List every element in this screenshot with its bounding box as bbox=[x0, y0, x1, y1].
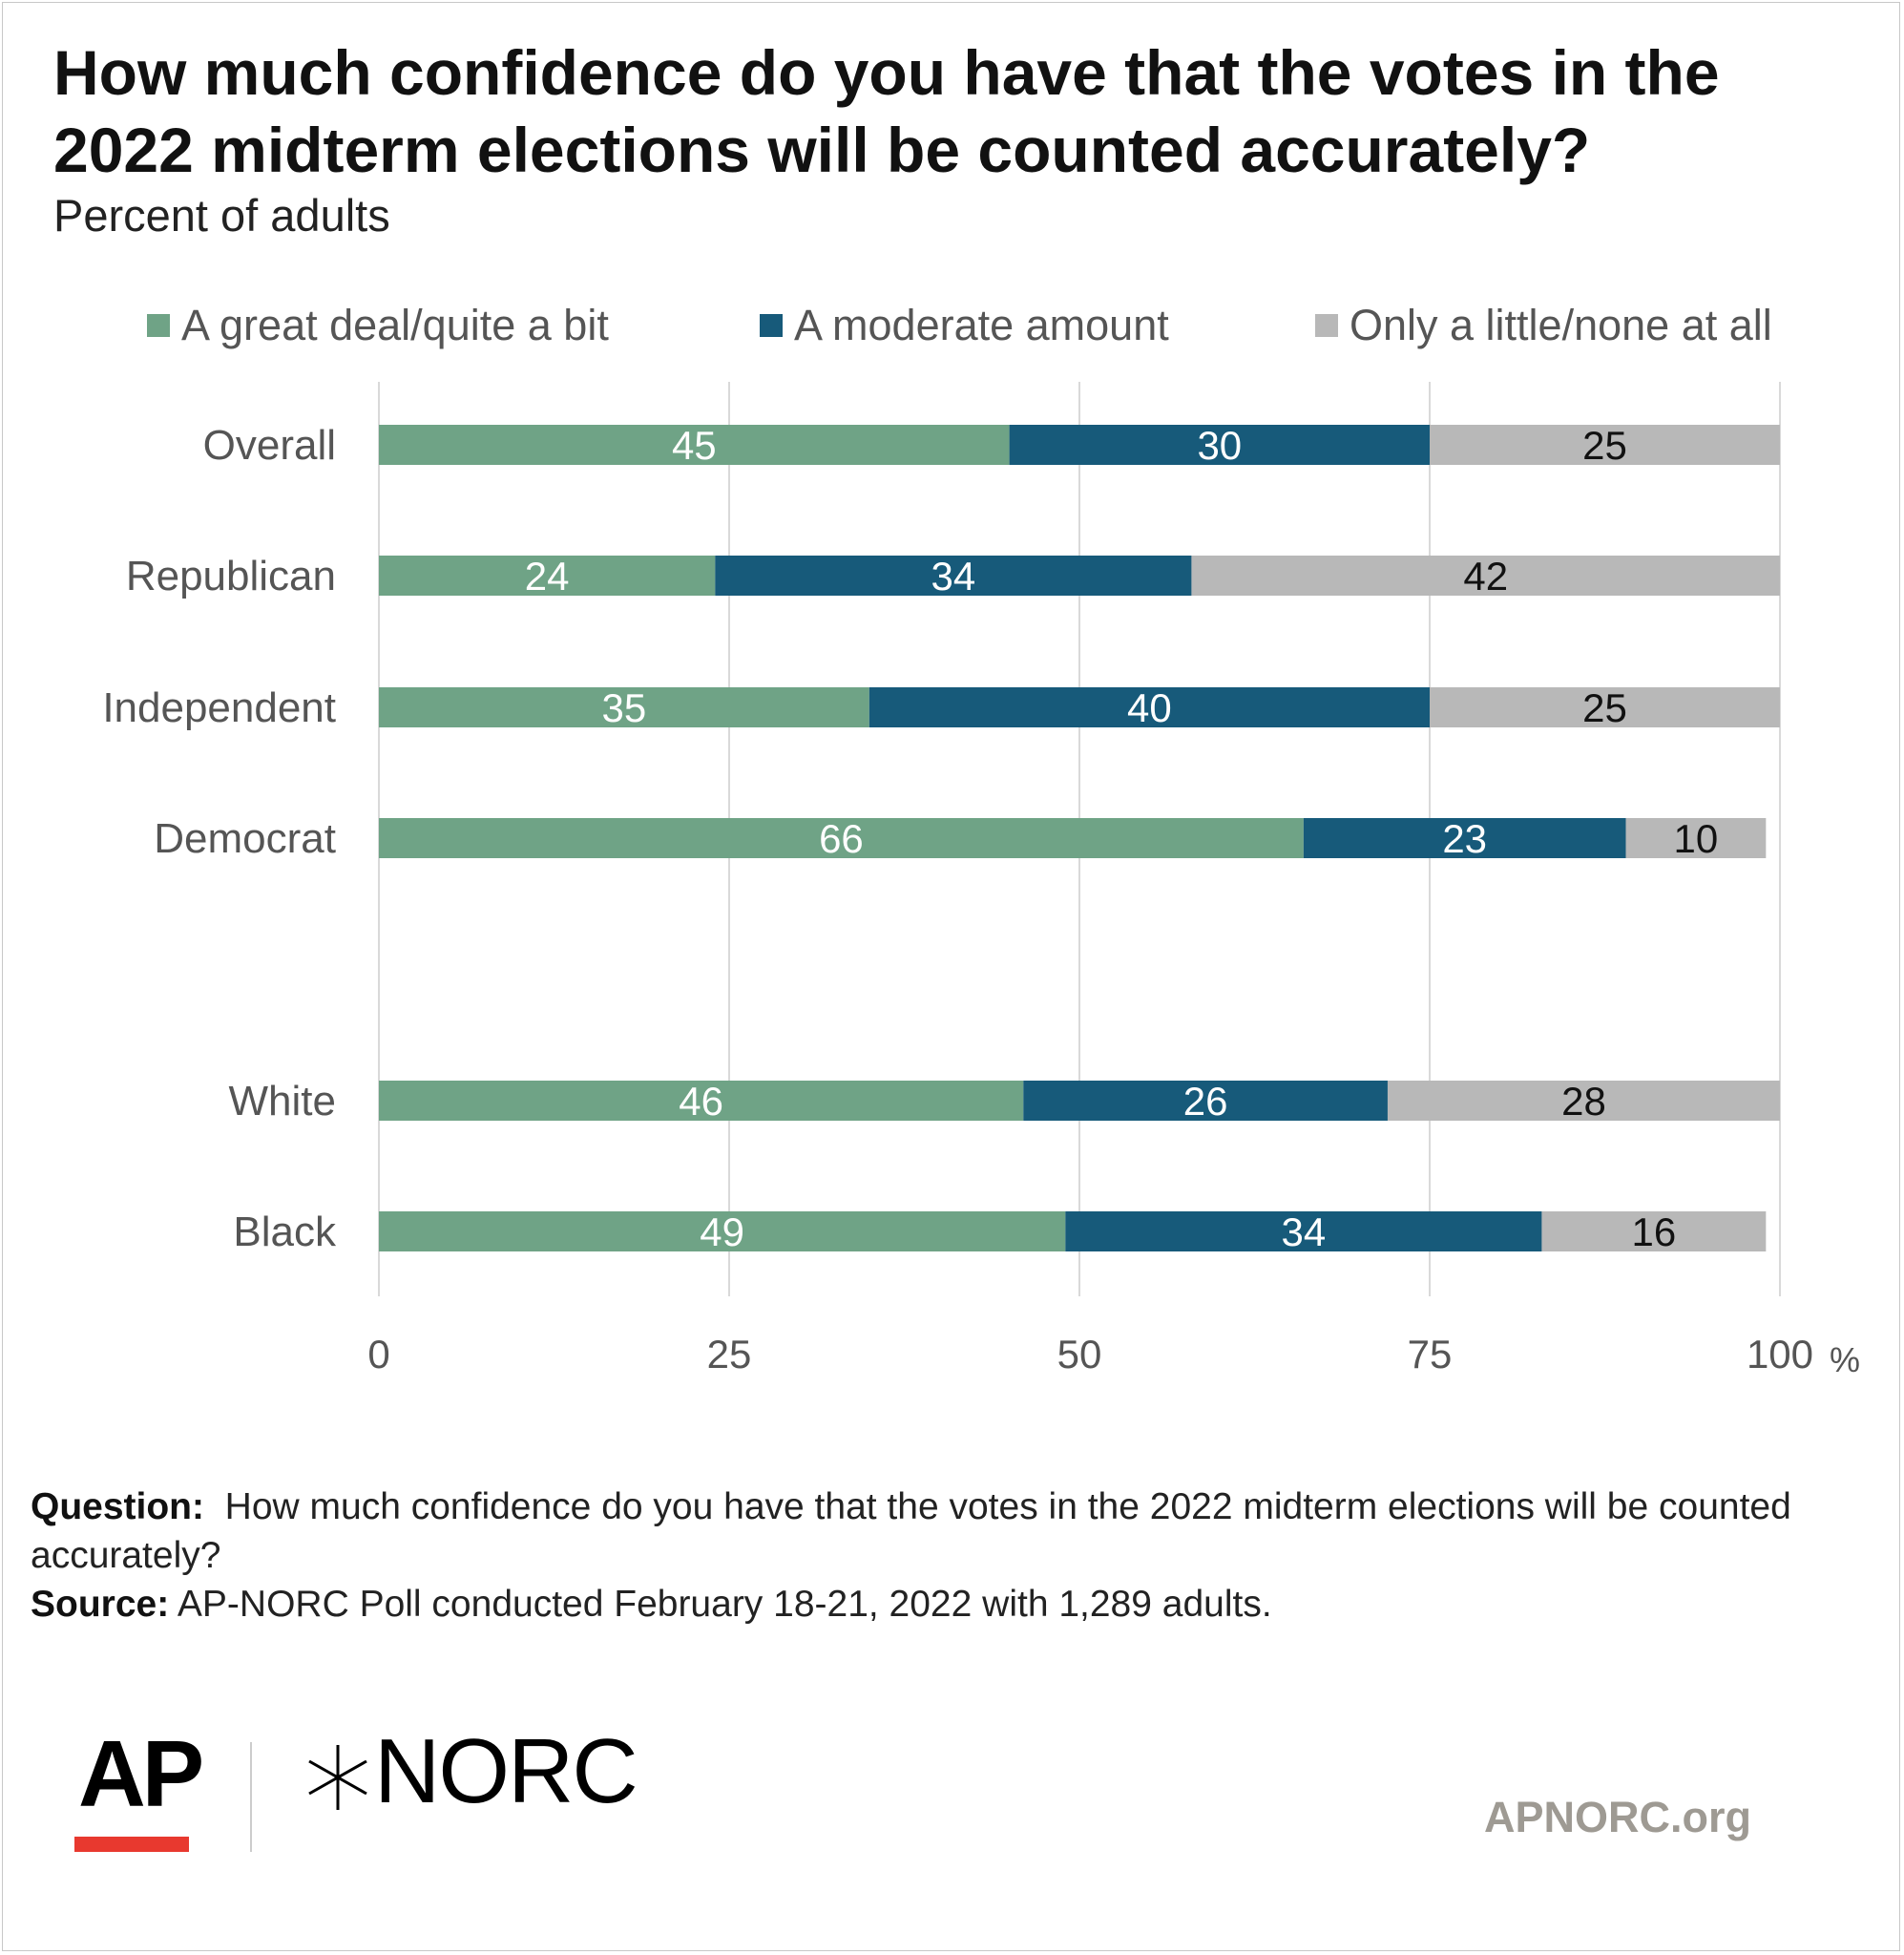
bar-segment bbox=[379, 687, 869, 727]
chart-title: How much confidence do you have that the… bbox=[53, 37, 1720, 185]
legend-label-little-none: Only a little/none at all bbox=[1350, 301, 1772, 349]
chart-subtitle: Percent of adults bbox=[53, 190, 390, 241]
data-label: 34 bbox=[1282, 1209, 1327, 1254]
logo-divider bbox=[250, 1742, 252, 1852]
x-tick-label: 75 bbox=[1408, 1332, 1453, 1377]
legend-swatch-great-deal bbox=[147, 314, 170, 337]
data-label: 42 bbox=[1463, 554, 1508, 599]
x-tick-label: 0 bbox=[367, 1332, 389, 1377]
ap-logo-underline bbox=[74, 1837, 189, 1852]
question-label: Question: bbox=[31, 1486, 204, 1527]
stacked-bar-chart: 0 25 50 75 100 % Overall 45 30 25 Republican 24 34 42… bbox=[102, 382, 1860, 1379]
data-label: 16 bbox=[1632, 1209, 1677, 1254]
legend-label-moderate: A moderate amount bbox=[794, 301, 1169, 349]
question-note: Question: How much confidence do you hav… bbox=[31, 1482, 1863, 1580]
legend-label-great-deal: A great deal/quite a bit bbox=[181, 301, 609, 349]
category-label: Democrat bbox=[154, 815, 336, 862]
bar-segment bbox=[379, 1081, 1024, 1121]
bar-segment bbox=[1009, 425, 1430, 465]
data-label: 25 bbox=[1582, 423, 1627, 468]
data-label: 45 bbox=[672, 423, 717, 468]
data-label: 46 bbox=[679, 1079, 723, 1124]
bar-segment bbox=[1191, 556, 1780, 596]
bar-segment bbox=[1387, 1081, 1780, 1121]
norc-logo: NORC bbox=[374, 1720, 638, 1822]
category-label: White bbox=[229, 1078, 336, 1125]
category-label: Republican bbox=[126, 553, 336, 599]
source-label: Source: bbox=[31, 1584, 170, 1625]
x-unit-label: % bbox=[1830, 1340, 1860, 1379]
legend-item-moderate: A moderate amount bbox=[760, 301, 1169, 350]
source-text: AP-NORC Poll conducted February 18-21, 2… bbox=[177, 1584, 1272, 1625]
bar-segment bbox=[1430, 425, 1780, 465]
x-tick-label: 100 bbox=[1747, 1332, 1813, 1377]
bar-segment bbox=[1065, 1211, 1542, 1251]
norc-star-icon bbox=[308, 1745, 367, 1810]
x-tick-label: 25 bbox=[707, 1332, 752, 1377]
apnorc-site-link[interactable]: APNORC.org bbox=[1484, 1793, 1751, 1841]
data-label: 28 bbox=[1561, 1079, 1606, 1124]
legend-swatch-moderate bbox=[760, 314, 783, 337]
legend: A great deal/quite a bit A moderate amou… bbox=[0, 301, 1904, 358]
data-label: 35 bbox=[602, 685, 647, 730]
legend-item-little-none: Only a little/none at all bbox=[1315, 301, 1772, 350]
data-label: 26 bbox=[1183, 1079, 1228, 1124]
bar-segment bbox=[1625, 818, 1767, 858]
data-label: 25 bbox=[1582, 685, 1627, 730]
category-label: Black bbox=[233, 1209, 337, 1255]
data-label: 10 bbox=[1674, 816, 1719, 861]
data-label: 34 bbox=[931, 554, 976, 599]
bar-segment bbox=[1430, 687, 1780, 727]
bar-segment bbox=[379, 556, 716, 596]
bar-segment bbox=[1023, 1081, 1388, 1121]
ap-logo: AP bbox=[78, 1721, 204, 1826]
data-label: 30 bbox=[1197, 423, 1242, 468]
bar-segment bbox=[379, 818, 1304, 858]
data-label: 40 bbox=[1127, 685, 1172, 730]
bar-segment bbox=[1541, 1211, 1767, 1251]
data-label: 49 bbox=[700, 1209, 744, 1254]
category-label: Independent bbox=[102, 684, 336, 731]
legend-item-great-deal: A great deal/quite a bit bbox=[147, 301, 609, 350]
legend-swatch-little-none bbox=[1315, 314, 1338, 337]
bar-segment bbox=[1303, 818, 1626, 858]
data-label: 23 bbox=[1442, 816, 1487, 861]
question-text: How much confidence do you have that the… bbox=[31, 1486, 1791, 1576]
data-label: 66 bbox=[819, 816, 864, 861]
bar-segment bbox=[868, 687, 1430, 727]
bar-segment bbox=[379, 1211, 1066, 1251]
footer-notes: Question: How much confidence do you hav… bbox=[31, 1482, 1863, 1629]
x-tick-label: 50 bbox=[1057, 1332, 1102, 1377]
category-label: Overall bbox=[203, 422, 336, 469]
data-label: 24 bbox=[525, 554, 570, 599]
bar-segment bbox=[379, 425, 1010, 465]
bar-segment bbox=[715, 556, 1192, 596]
source-note: Source: AP-NORC Poll conducted February … bbox=[31, 1580, 1863, 1629]
